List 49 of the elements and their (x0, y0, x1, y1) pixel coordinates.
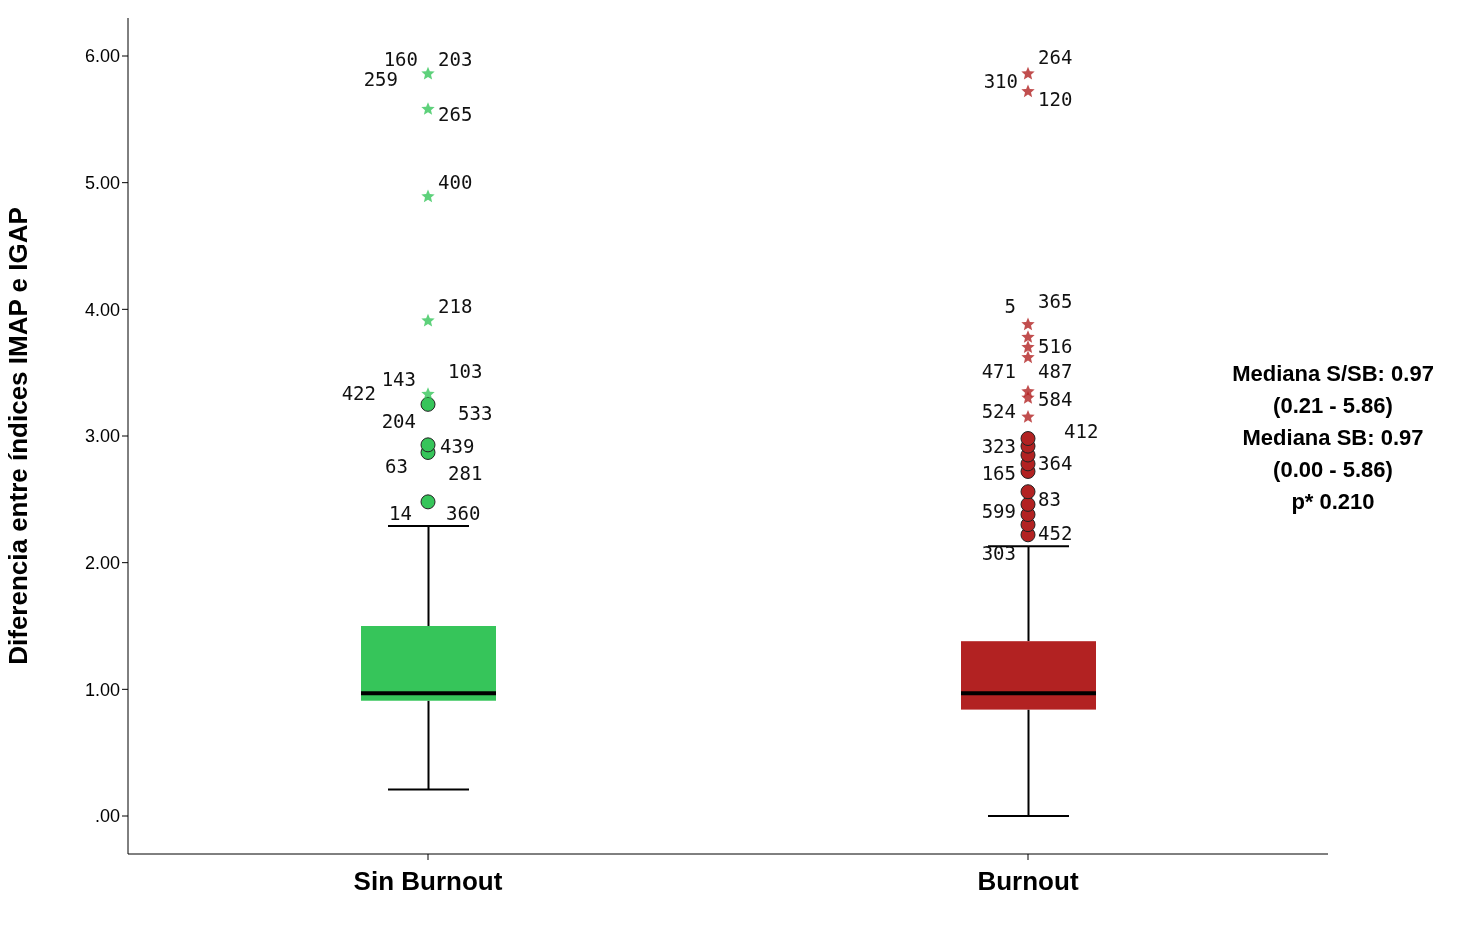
annotation: 83 (1038, 488, 1061, 510)
annotation: 160 (383, 48, 418, 70)
annotation: 63 (385, 455, 408, 477)
annotation: 165 (981, 462, 1016, 484)
annotation: 14 (389, 502, 412, 524)
annotation: 365 (1038, 290, 1073, 312)
annotation: 422 (341, 382, 376, 404)
annotation: 516 (1038, 335, 1073, 357)
annotation: 584 (1038, 388, 1073, 410)
annotation: 524 (981, 400, 1016, 422)
annotation: (0.00 - 5.86) (1272, 456, 1394, 484)
annotation: 400 (438, 171, 473, 193)
y-tick-label: 1.00 (84, 679, 120, 700)
annotation: p* 0.210 (1290, 488, 1376, 516)
annotation: 439 (440, 435, 475, 457)
annotation: 120 (1038, 88, 1073, 110)
annotation: 204 (381, 410, 416, 432)
y-tick-label: .00 (94, 806, 120, 827)
y-tick-label: 6.00 (84, 46, 120, 67)
y-tick-label: 3.00 (84, 426, 120, 447)
annotation: Mediana S/SB: 0.97 (1231, 360, 1435, 388)
annotation: 323 (981, 435, 1016, 457)
annotation: 310 (983, 70, 1018, 92)
y-tick-label: 5.00 (84, 173, 120, 194)
y-tick-label: 2.00 (84, 553, 120, 574)
annotation: 599 (981, 500, 1016, 522)
annotation: 303 (981, 542, 1016, 564)
x-tick-label: Burnout (977, 866, 1079, 897)
annotation: 264 (1038, 46, 1073, 68)
annotation: Mediana SB: 0.97 (1241, 424, 1425, 452)
annotation: 364 (1038, 452, 1073, 474)
annotation: 360 (446, 502, 481, 524)
annotation: 281 (448, 462, 483, 484)
annotation: 103 (448, 360, 483, 382)
annotation: 452 (1038, 522, 1073, 544)
annotation: 487 (1038, 360, 1073, 382)
annotation: 533 (458, 402, 493, 424)
y-axis-title: Diferencia entre índices IMAP e IGAP (3, 207, 34, 665)
annotation: 259 (363, 68, 398, 90)
annotation: 218 (438, 295, 473, 317)
annotation: 471 (981, 360, 1016, 382)
annotation: 143 (381, 368, 416, 390)
annotation: 203 (438, 48, 473, 70)
annotation: 5 (1004, 295, 1016, 317)
x-tick-label: Sin Burnout (353, 866, 503, 897)
annotation: (0.21 - 5.86) (1272, 392, 1394, 420)
annotation: 265 (438, 103, 473, 125)
annotation: 412 (1064, 420, 1099, 442)
y-tick-label: 4.00 (84, 299, 120, 320)
